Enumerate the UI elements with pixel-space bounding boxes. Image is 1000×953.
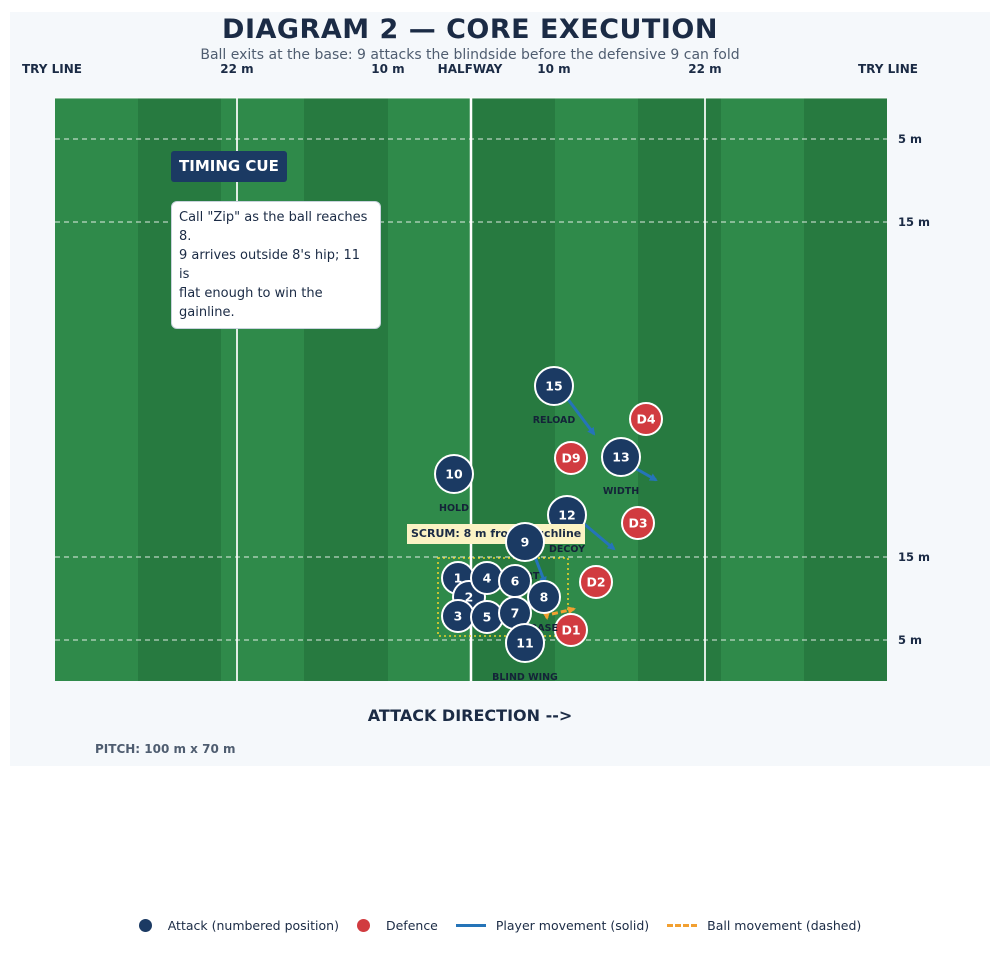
svg-text:15: 15 <box>545 379 562 394</box>
legend-ball-movement: Ball movement (dashed) <box>667 918 861 933</box>
defender-d2: D2 <box>579 565 613 599</box>
try-line-left-label: TRY LINE <box>22 62 82 76</box>
solid-line-icon <box>455 924 486 927</box>
svg-text:8: 8 <box>540 590 549 605</box>
page-subtitle: Ball exits at the base: 9 attacks the bl… <box>200 47 740 63</box>
attack-direction-label: ATTACK DIRECTION --> <box>367 706 573 725</box>
defender-d1: D1 <box>554 613 588 647</box>
note-line-2: 9 arrives outside 8's hip; 11 is <box>179 248 361 282</box>
svg-text:D4: D4 <box>636 412 655 427</box>
svg-text:7: 7 <box>511 606 520 621</box>
svg-text:1: 1 <box>454 571 463 586</box>
svg-text:D3: D3 <box>628 516 647 531</box>
role-label-hold: HOLD <box>439 503 469 514</box>
svg-text:2: 2 <box>465 590 474 605</box>
svg-text:5: 5 <box>483 610 492 625</box>
svg-text:4: 4 <box>483 571 492 586</box>
svg-text:12: 12 <box>558 508 575 523</box>
svg-text:13: 13 <box>612 450 629 465</box>
role-label-decoy: DECOY <box>549 544 585 555</box>
role-label-reload: RELOAD <box>533 415 576 426</box>
attacker-3: 3 <box>441 599 475 633</box>
svg-text:10: 10 <box>445 467 463 482</box>
attacker-8: 8 BASE <box>527 580 561 634</box>
timing-cue-note: Call "Zip" as the ball reaches 8. 9 arri… <box>171 201 381 329</box>
halfway-label: HALFWAY <box>437 62 503 76</box>
legend-player-movement: Player movement (solid) <box>455 918 649 933</box>
5m-top-label: 5 m <box>898 132 922 146</box>
timing-cue-badge: TIMING CUE <box>171 151 287 182</box>
role-label-blind-wing: BLIND WING <box>492 672 558 683</box>
15m-top-label: 15 m <box>898 215 930 229</box>
movement-arrow-12 <box>582 521 616 551</box>
movement-arrow-13 <box>634 466 658 482</box>
svg-text:D2: D2 <box>586 575 605 590</box>
22m-left-label: 22 m <box>220 62 254 76</box>
defender-d4: D4 <box>629 402 663 436</box>
legend-attack: Attack (numbered position) <box>138 918 339 933</box>
dashed-line-icon <box>667 924 698 927</box>
pitch-size-label: PITCH: 100 m x 70 m <box>95 742 236 756</box>
10m-left-label: 10 m <box>371 62 405 76</box>
attacker-13: 13 WIDTH <box>601 437 641 497</box>
svg-text:9: 9 <box>521 535 530 550</box>
attacker-15: 15 RELOAD <box>533 366 576 426</box>
attacker-4: 4 <box>470 561 504 595</box>
legend-defence: Defence <box>356 918 438 933</box>
defence-marker-icon <box>356 919 370 932</box>
role-label-width: WIDTH <box>603 486 639 497</box>
attack-marker-icon <box>138 919 152 932</box>
legend: Attack (numbered position) Defence Playe… <box>0 918 1000 933</box>
svg-text:3: 3 <box>454 609 463 624</box>
dashed-lines <box>55 138 887 641</box>
attacker-5: 5 <box>470 600 504 634</box>
defender-d9: D9 <box>554 441 588 475</box>
player-movement-arrows <box>533 397 658 585</box>
attacker-11: 11 BLIND WING <box>492 623 558 683</box>
movement-arrow-9 <box>533 556 547 585</box>
15m-bottom-label: 15 m <box>898 550 930 564</box>
svg-text:D9: D9 <box>561 451 580 466</box>
note-line-3: flat enough to win the gainline. <box>179 286 323 320</box>
attacker-10: 10 HOLD <box>434 454 474 514</box>
defender-d3: D3 <box>621 506 655 540</box>
attacker-6: 6 <box>498 564 532 598</box>
role-label-base: BASE <box>530 623 558 634</box>
svg-text:11: 11 <box>516 636 533 651</box>
10m-right-label: 10 m <box>537 62 571 76</box>
scrum-box <box>437 557 569 637</box>
ball-arrow-8 <box>551 606 576 616</box>
try-line-right-label: TRY LINE <box>858 62 918 76</box>
movement-arrow-15 <box>565 397 596 436</box>
svg-text:6: 6 <box>511 574 520 589</box>
5m-bottom-label: 5 m <box>898 633 922 647</box>
svg-text:D1: D1 <box>561 623 580 638</box>
page-title: DIAGRAM 2 — CORE EXECUTION <box>222 14 718 45</box>
defenders: D4 D9 D3 D2 D1 <box>554 402 663 647</box>
22m-right-label: 22 m <box>688 62 722 76</box>
note-line-1: Call "Zip" as the ball reaches 8. <box>179 210 368 244</box>
